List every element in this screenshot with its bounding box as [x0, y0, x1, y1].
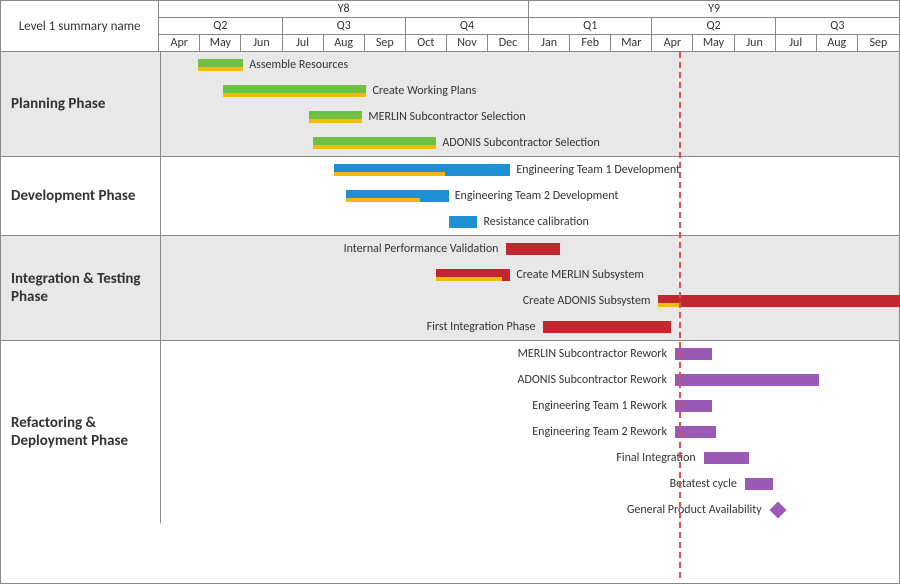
month-cell: Oct [406, 35, 447, 51]
task-row: Engineering Team 2 Development [161, 183, 899, 209]
task-row: Engineering Team 1 Rework [161, 393, 899, 419]
task-label: Create ADONIS Subsystem [523, 294, 651, 308]
phase-row: Refactoring & Deployment PhaseMERLIN Sub… [1, 341, 899, 523]
task-row: Engineering Team 1 Development [161, 157, 899, 183]
quarter-cell: Q2 [652, 18, 775, 34]
task-label: General Product Availability [627, 503, 762, 517]
task-label: Engineering Team 2 Development [455, 189, 619, 203]
task-row: Engineering Team 2 Rework [161, 419, 899, 445]
task-label: ADONIS Subcontractor Rework [518, 373, 667, 387]
gantt-chart: Level 1 summary name Y8Y9 Q2Q3Q4Q1Q2Q3 A… [0, 0, 900, 584]
task-progress-stripe [334, 172, 445, 176]
task-label: Assemble Resources [249, 58, 348, 72]
phase-label: Development Phase [1, 157, 161, 235]
quarter-cell: Q1 [529, 18, 652, 34]
task-row: Internal Performance Validation [161, 236, 899, 262]
month-cell: Jul [776, 35, 817, 51]
task-progress-stripe [313, 145, 436, 149]
task-row: First Integration Phase [161, 314, 899, 340]
month-cell: May [693, 35, 734, 51]
month-cell: Aug [817, 35, 858, 51]
task-bar [506, 243, 559, 255]
task-row: ADONIS Subcontractor Rework [161, 367, 899, 393]
task-row: Resistance calibration [161, 209, 899, 235]
task-bar [449, 216, 478, 228]
task-progress-stripe [436, 277, 502, 281]
month-cell: Aug [324, 35, 365, 51]
task-row: Betatest cycle [161, 471, 899, 497]
task-row: MERLIN Subcontractor Selection [161, 104, 899, 130]
month-cell: Nov [447, 35, 488, 51]
task-label: Create Working Plans [373, 84, 477, 98]
task-label: MERLIN Subcontractor Rework [518, 347, 667, 361]
phase-tasks: MERLIN Subcontractor Rework ADONIS Subcon… [161, 341, 899, 523]
month-cell: Dec [488, 35, 529, 51]
quarter-cell: Q3 [283, 18, 406, 34]
task-label: Internal Performance Validation [344, 242, 499, 256]
month-cell: Apr [652, 35, 693, 51]
task-bar [675, 426, 716, 438]
month-cell: Sep [365, 35, 406, 51]
task-row: MERLIN Subcontractor Rework [161, 341, 899, 367]
phase-label: Refactoring & Deployment Phase [1, 341, 161, 523]
task-row: Assemble Resources [161, 52, 899, 78]
today-line [679, 52, 681, 578]
milestone-diamond-icon [769, 502, 786, 519]
task-label: Engineering Team 1 Development [516, 163, 680, 177]
phase-row: Development PhaseEngineering Team 1 Deve… [1, 157, 899, 236]
month-cell: Jun [735, 35, 776, 51]
task-progress-stripe [309, 119, 362, 123]
task-label: First Integration Phase [427, 320, 536, 334]
task-progress-stripe [198, 67, 243, 71]
month-cell: Jan [529, 35, 570, 51]
chart-body: Planning Phase Assemble Resources Create W… [1, 52, 899, 578]
task-row: General Product Availability [161, 497, 899, 523]
task-label: ADONIS Subcontractor Selection [442, 136, 599, 150]
quarter-cell: Q2 [159, 18, 282, 34]
phase-row: Integration & Testing PhaseInternal Perf… [1, 236, 899, 341]
task-progress-stripe [658, 303, 679, 307]
month-cell: Jul [283, 35, 324, 51]
task-label: Engineering Team 2 Rework [532, 425, 667, 439]
task-bar [658, 295, 900, 307]
month-cell: Feb [570, 35, 611, 51]
task-label: Resistance calibration [483, 215, 588, 229]
month-cell: May [200, 35, 241, 51]
task-bar [745, 478, 774, 490]
task-progress-stripe [346, 198, 420, 202]
year-cell: Y8 [159, 1, 529, 17]
timeline-header: Level 1 summary name Y8Y9 Q2Q3Q4Q1Q2Q3 A… [1, 1, 899, 52]
task-label: Create MERLIN Subsystem [516, 268, 644, 282]
timeline-columns: Y8Y9 Q2Q3Q4Q1Q2Q3 AprMayJunJulAugSepOctN… [159, 1, 899, 51]
task-bar [543, 321, 670, 333]
phase-tasks: Assemble Resources Create Working Plans ME… [161, 52, 899, 156]
task-row: Create MERLIN Subsystem [161, 262, 899, 288]
month-cell: Jun [241, 35, 282, 51]
phase-label: Integration & Testing Phase [1, 236, 161, 340]
task-bar [704, 452, 749, 464]
task-label: MERLIN Subcontractor Selection [368, 110, 525, 124]
task-progress-stripe [223, 93, 367, 97]
phase-row: Planning Phase Assemble Resources Create W… [1, 52, 899, 157]
task-row: Final Integration [161, 445, 899, 471]
left-header-label: Level 1 summary name [1, 1, 159, 51]
task-row: Create Working Plans [161, 78, 899, 104]
quarter-cell: Q3 [776, 18, 899, 34]
task-bar [675, 374, 819, 386]
phase-tasks: Engineering Team 1 Development Engineerin… [161, 157, 899, 235]
quarter-cell: Q4 [406, 18, 529, 34]
month-cell: Mar [611, 35, 652, 51]
task-label: Final Integration [616, 451, 695, 465]
phase-tasks: Internal Performance Validation Create ME… [161, 236, 899, 340]
month-cell: Sep [858, 35, 899, 51]
month-cell: Apr [159, 35, 200, 51]
phase-label: Planning Phase [1, 52, 161, 156]
year-cell: Y9 [529, 1, 899, 17]
task-row: ADONIS Subcontractor Selection [161, 130, 899, 156]
task-row: Create ADONIS Subsystem [161, 288, 899, 314]
task-label: Engineering Team 1 Rework [532, 399, 667, 413]
